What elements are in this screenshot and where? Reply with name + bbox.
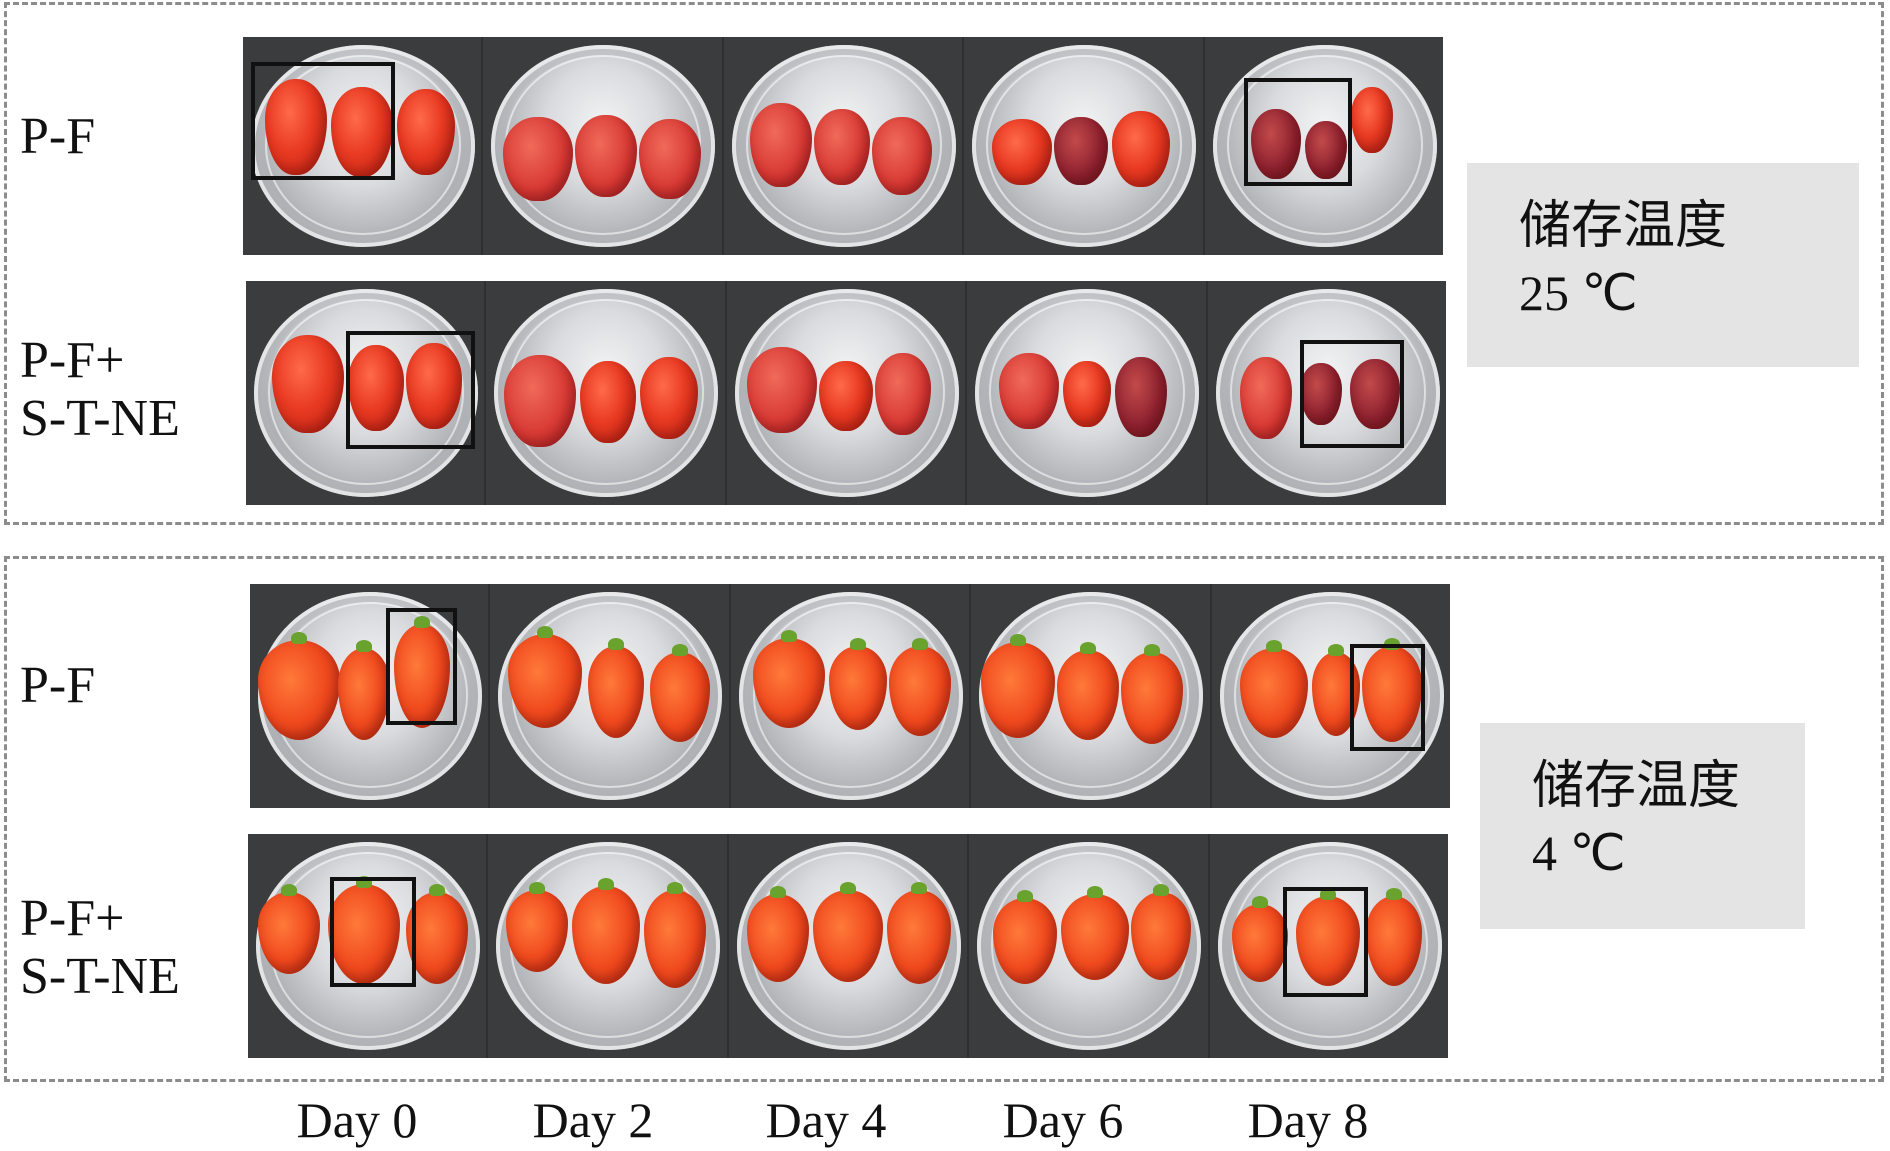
photo-strip-pf-4c (250, 584, 1451, 808)
storage-temperature-title: 储存温度 (1519, 196, 1728, 256)
day-label: Day 8 (1247, 1092, 1369, 1148)
row-label-pf-stne-4c: P-F+ S-T-NE (20, 890, 180, 1005)
photo-day2 (488, 584, 729, 808)
highlight-box (1300, 340, 1404, 448)
highlight-box (386, 608, 457, 725)
photo-day6 (962, 37, 1203, 255)
photo-day2 (484, 281, 725, 505)
photo-day4 (724, 281, 966, 505)
photo-strip-pf-25c (243, 37, 1444, 255)
photo-day6 (965, 281, 1206, 505)
storage-temperature-value: 4 ℃ (1532, 825, 1626, 881)
panel-25c (4, 2, 1884, 525)
day-label: Day 6 (1002, 1092, 1124, 1148)
photo-day4 (728, 584, 970, 808)
storage-temperature-title: 储存温度 (1532, 756, 1741, 816)
storage-temperature-4c: 储存温度 4 ℃ (1480, 723, 1805, 929)
row-label-pf-25c: P-F (20, 108, 96, 165)
highlight-box (1244, 78, 1352, 186)
day-label: Day 4 (765, 1092, 887, 1148)
photo-strip-pf-stne-4c (248, 834, 1449, 1058)
panel-4c (4, 556, 1884, 1082)
photo-day8 (1209, 584, 1451, 808)
day-label: Day 0 (296, 1092, 418, 1148)
storage-temperature-value: 25 ℃ (1519, 265, 1638, 321)
highlight-box (346, 331, 475, 449)
photo-day0 (248, 834, 487, 1058)
photo-day6 (969, 584, 1210, 808)
photo-day2 (486, 834, 727, 1058)
photo-day0 (250, 584, 489, 808)
photo-day0 (243, 37, 482, 255)
highlight-box (251, 62, 395, 180)
highlight-box (1350, 644, 1425, 751)
highlight-box (330, 877, 416, 987)
day-label: Day 2 (532, 1092, 654, 1148)
row-label-pf-4c: P-F (20, 657, 96, 714)
row-label-pf-stne-25c: P-F+ S-T-NE (20, 332, 180, 447)
highlight-box (1283, 887, 1368, 997)
photo-day4 (721, 37, 963, 255)
photo-day8 (1207, 834, 1449, 1058)
photo-strip-pf-stne-25c (246, 281, 1447, 505)
photo-day6 (967, 834, 1208, 1058)
storage-temperature-25c: 储存温度 25 ℃ (1467, 163, 1859, 367)
photo-day4 (726, 834, 968, 1058)
photo-day0 (246, 281, 485, 505)
photo-day8 (1202, 37, 1444, 255)
photo-day2 (481, 37, 722, 255)
